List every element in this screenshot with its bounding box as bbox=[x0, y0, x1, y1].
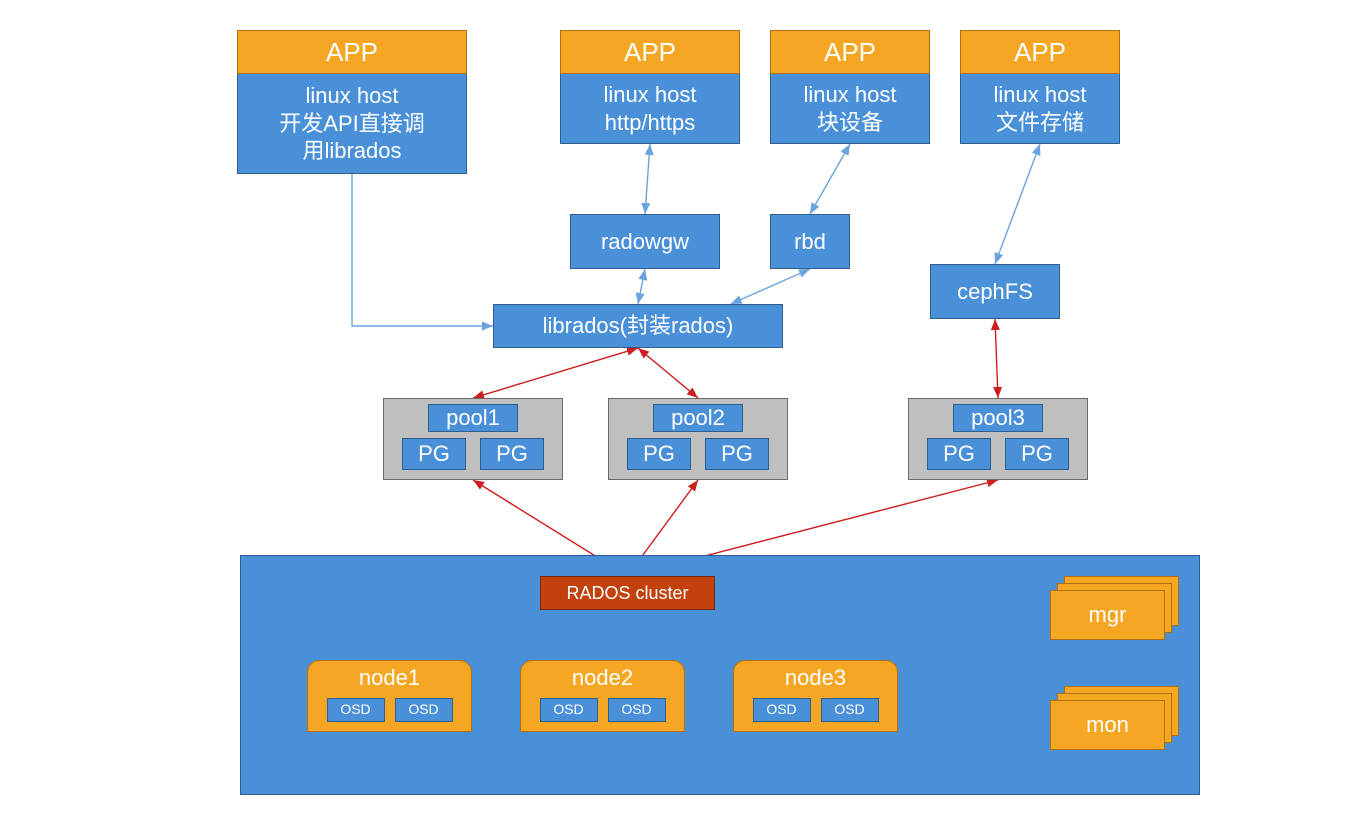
osd-node3-1: OSD bbox=[821, 698, 879, 722]
pg-pool1-1: PG bbox=[480, 438, 544, 470]
pg-pool3-0: PG bbox=[927, 438, 991, 470]
pg-pool1-0: PG bbox=[402, 438, 466, 470]
app-header-app3: APP bbox=[770, 30, 930, 74]
node-label-node2: node2 bbox=[520, 664, 685, 692]
app-body-app2: linux host http/https bbox=[560, 74, 740, 144]
app-header-app2: APP bbox=[560, 30, 740, 74]
pg-pool3-1: PG bbox=[1005, 438, 1069, 470]
pool-label-pool3: pool3 bbox=[953, 404, 1043, 432]
app-header-app4: APP bbox=[960, 30, 1120, 74]
osd-node3-0: OSD bbox=[753, 698, 811, 722]
app-body-app4: linux host 文件存储 bbox=[960, 74, 1120, 144]
mon-stack-card-0: mon bbox=[1050, 700, 1165, 750]
pool-label-pool1: pool1 bbox=[428, 404, 518, 432]
box-rbd: rbd bbox=[770, 214, 850, 269]
rados-cluster-box: RADOS cluster bbox=[540, 576, 715, 610]
pg-pool2-0: PG bbox=[627, 438, 691, 470]
osd-node2-0: OSD bbox=[540, 698, 598, 722]
box-radowgw: radowgw bbox=[570, 214, 720, 269]
node-label-node3: node3 bbox=[733, 664, 898, 692]
pool-label-pool2: pool2 bbox=[653, 404, 743, 432]
mgr-stack-card-0: mgr bbox=[1050, 590, 1165, 640]
osd-node1-1: OSD bbox=[395, 698, 453, 722]
app-body-app1: linux host 开发API直接调 用librados bbox=[237, 74, 467, 174]
diagram-stage: APPlinux host 开发API直接调 用libradosAPPlinux… bbox=[0, 0, 1349, 824]
node-label-node1: node1 bbox=[307, 664, 472, 692]
pg-pool2-1: PG bbox=[705, 438, 769, 470]
box-cephfs: cephFS bbox=[930, 264, 1060, 319]
osd-node2-1: OSD bbox=[608, 698, 666, 722]
app-body-app3: linux host 块设备 bbox=[770, 74, 930, 144]
box-librados: librados(封装rados) bbox=[493, 304, 783, 348]
app-header-app1: APP bbox=[237, 30, 467, 74]
osd-node1-0: OSD bbox=[327, 698, 385, 722]
